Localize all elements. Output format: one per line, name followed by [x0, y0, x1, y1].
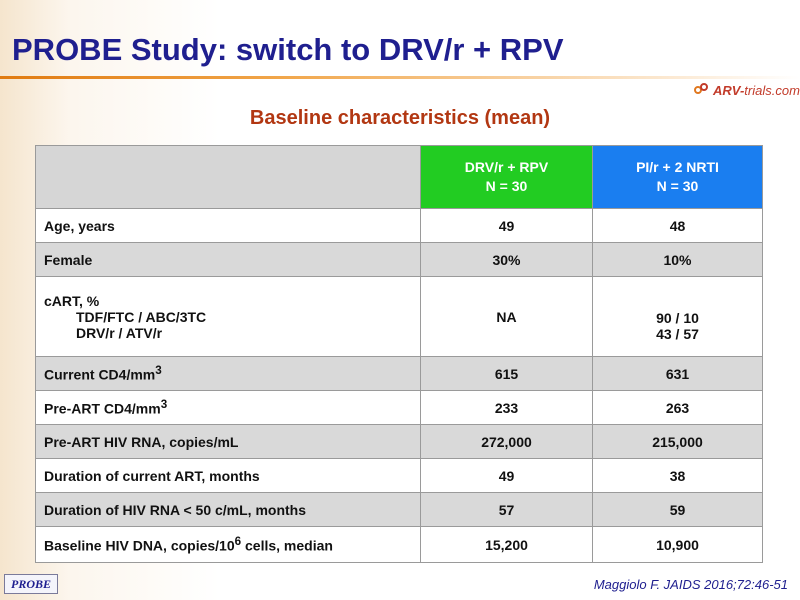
table-row-female: Female 30% 10% [35, 242, 763, 277]
cell-value: NA [496, 308, 517, 325]
cell-pi-nrti: 38 [592, 458, 763, 493]
cell-value-a: 90 / 10 [656, 309, 699, 326]
slide-title: PROBE Study: switch to DRV/r + RPV [12, 32, 564, 67]
header-drv-rpv: DRV/r + RPV N = 30 [420, 145, 593, 209]
logo-rings-icon [694, 83, 710, 97]
cell-drv-rpv: 30% [420, 242, 593, 277]
header-drv-rpv-name: DRV/r + RPV [464, 159, 549, 175]
header-pi-nrti-name: PI/r + 2 NRTI [636, 159, 719, 175]
cell-drv-rpv: 15,200 [420, 526, 593, 563]
cell-pi-nrti: 631 [592, 356, 763, 391]
header-pi-nrti: PI/r + 2 NRTI N = 30 [592, 145, 763, 209]
row-label: Pre-ART HIV RNA, copies/mL [35, 424, 421, 459]
row-sublabel-1: TDF/FTC / ABC/3TC [76, 308, 207, 325]
row-label-cart: cART, % TDF/FTC / ABC/3TC DRV/r / ATV/r [35, 276, 421, 357]
citation: Maggiolo F. JAIDS 2016;72:46-51 [593, 577, 788, 592]
probe-badge: PROBE [4, 574, 58, 594]
table-row-duration-art: Duration of current ART, months 49 38 [35, 458, 763, 493]
table-row-hiv-dna: Baseline HIV DNA, copies/106 cells, medi… [35, 526, 763, 563]
cell-pi-nrti: 59 [592, 492, 763, 527]
row-label-text: Pre-ART CD4/mm [44, 400, 161, 417]
table-heading: Baseline characteristics (mean) [249, 107, 551, 129]
logo-text-main: ARV- [713, 82, 745, 98]
title-divider [0, 76, 800, 79]
row-label: Duration of current ART, months [35, 458, 421, 493]
cell-drv-rpv: 272,000 [420, 424, 593, 459]
cell-drv-rpv: NA [420, 276, 593, 357]
row-label: cART, % [44, 292, 100, 309]
cell-drv-rpv: 49 [420, 208, 593, 243]
row-sublabel-2: DRV/r / ATV/r [76, 324, 163, 341]
table-header-row: DRV/r + RPV N = 30 PI/r + 2 NRTI N = 30 [35, 145, 763, 209]
row-label: Age, years [35, 208, 421, 243]
header-pi-nrti-n: N = 30 [656, 178, 699, 194]
table-row-pre-art-cd4: Pre-ART CD4/mm3 233 263 [35, 390, 763, 425]
superscript: 3 [160, 398, 168, 412]
cell-pi-nrti: 215,000 [592, 424, 763, 459]
cell-pi-nrti: 10% [592, 242, 763, 277]
cell-drv-rpv: 615 [420, 356, 593, 391]
row-label: Duration of HIV RNA < 50 c/mL, months [35, 492, 421, 527]
superscript: 3 [155, 364, 162, 378]
table-row-cart: cART, % TDF/FTC / ABC/3TC DRV/r / ATV/r … [35, 276, 763, 357]
arv-trials-logo: ARV-trials.com [694, 81, 800, 99]
cell-drv-rpv: 49 [420, 458, 593, 493]
logo-text: ARV-trials.com [713, 83, 800, 98]
cell-drv-rpv: 57 [420, 492, 593, 527]
table-row-duration-rna: Duration of HIV RNA < 50 c/mL, months 57… [35, 492, 763, 527]
table-row-age: Age, years 49 48 [35, 208, 763, 243]
header-blank-cell [35, 145, 421, 209]
row-label-text-a: Baseline HIV DNA, copies/10 [44, 537, 235, 554]
baseline-table: DRV/r + RPV N = 30 PI/r + 2 NRTI N = 30 … [35, 145, 763, 563]
cell-value-b: 43 / 57 [656, 325, 699, 342]
cell-pi-nrti: 10,900 [592, 526, 763, 563]
superscript: 6 [234, 535, 242, 549]
header-drv-rpv-n: N = 30 [485, 178, 528, 194]
logo-text-rest: trials.com [744, 82, 800, 98]
cell-pi-nrti: 90 / 10 43 / 57 [592, 276, 763, 357]
cell-pi-nrti: 263 [592, 390, 763, 425]
row-label: Current CD4/mm3 [35, 356, 421, 391]
cell-pi-nrti: 48 [592, 208, 763, 243]
row-label: Baseline HIV DNA, copies/106 cells, medi… [35, 526, 421, 563]
table-row-pre-art-rna: Pre-ART HIV RNA, copies/mL 272,000 215,0… [35, 424, 763, 459]
row-label: Pre-ART CD4/mm3 [35, 390, 421, 425]
table-row-current-cd4: Current CD4/mm3 615 631 [35, 356, 763, 391]
row-label: Female [35, 242, 421, 277]
cell-drv-rpv: 233 [420, 390, 593, 425]
row-label-text-b: cells, median [241, 537, 333, 554]
row-label-text: Current CD4/mm [44, 366, 156, 383]
